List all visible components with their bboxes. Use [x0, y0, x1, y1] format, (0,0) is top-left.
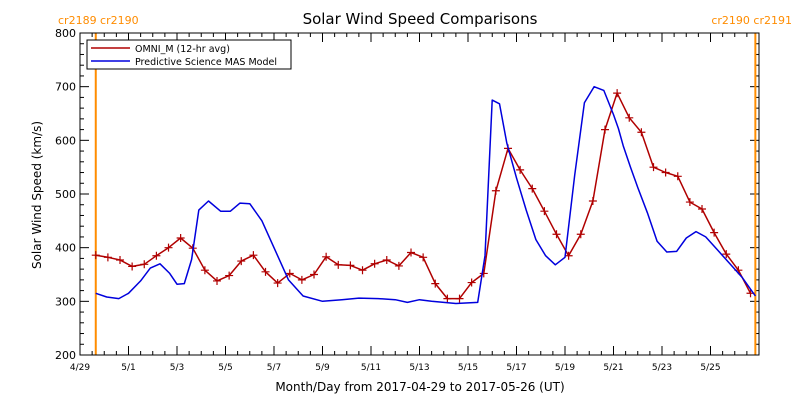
y-tick-label: 200: [55, 349, 76, 362]
data-point-omni: [455, 294, 464, 303]
data-point-omni: [297, 275, 306, 284]
x-tick-label: 5/9: [315, 363, 330, 373]
x-tick-label: 4/29: [70, 363, 90, 373]
data-point-omni: [237, 257, 246, 266]
data-point-omni: [310, 270, 319, 279]
x-tick-label: 5/21: [603, 363, 623, 373]
data-point-omni: [394, 261, 403, 270]
data-point-omni: [152, 251, 161, 260]
y-tick-label: 400: [55, 242, 76, 255]
data-point-omni: [491, 186, 500, 195]
x-tick-label: 5/13: [409, 363, 429, 373]
data-point-omni: [103, 253, 112, 262]
data-point-omni: [479, 269, 488, 278]
data-point-omni: [164, 243, 173, 252]
data-point-omni: [625, 113, 634, 122]
legend-box: [86, 39, 292, 70]
legend-label-omni: OMNI_M (12-hr avg): [135, 44, 230, 55]
data-point-omni: [285, 269, 294, 278]
data-point-omni: [601, 125, 610, 134]
data-point-omni: [261, 267, 270, 276]
data-point-omni: [407, 248, 416, 257]
data-point-omni: [649, 163, 658, 172]
data-point-omni: [431, 279, 440, 288]
data-point-omni: [225, 271, 234, 280]
data-point-omni: [382, 256, 391, 265]
y-tick-label: 500: [55, 188, 76, 201]
data-point-omni: [564, 251, 573, 260]
data-point-omni: [273, 279, 282, 288]
data-point-omni: [467, 278, 476, 287]
data-point-omni: [213, 276, 222, 285]
data-point-omni: [673, 172, 682, 181]
data-point-omni: [322, 252, 331, 261]
data-point-omni: [91, 251, 100, 260]
data-point-omni: [722, 250, 731, 259]
data-point-omni: [249, 251, 258, 260]
plot-frame: [79, 32, 760, 356]
y-tick-label: 800: [55, 27, 76, 40]
data-point-omni: [698, 205, 707, 214]
data-point-omni: [661, 168, 670, 177]
y-tick-label: 700: [55, 81, 76, 94]
y-axis-label: Solar Wind Speed (km/s): [30, 121, 44, 269]
data-point-omni: [710, 228, 719, 237]
data-point-omni: [346, 261, 355, 270]
data-point-omni: [516, 165, 525, 174]
rotation-boundaries: [94, 33, 757, 355]
data-point-omni: [176, 234, 185, 243]
data-point-omni: [334, 260, 343, 269]
x-tick-label: 5/1: [121, 363, 135, 373]
rotation-label-right: cr2190 cr2191: [711, 14, 792, 27]
data-point-omni: [685, 198, 694, 207]
data-point-omni: [588, 196, 597, 205]
data-point-omni: [637, 128, 646, 137]
data-point-omni: [540, 207, 549, 216]
x-tick-label: 5/3: [170, 363, 184, 373]
data-point-omni: [358, 266, 367, 275]
data-point-omni: [116, 256, 125, 265]
x-tick-label: 5/25: [700, 363, 720, 373]
x-tick-label: 5/17: [506, 363, 526, 373]
series-line-mas: [95, 85, 757, 305]
y-tick-label: 600: [55, 134, 76, 147]
x-axis-label: Month/Day from 2017-04-29 to 2017-05-26 …: [275, 380, 564, 394]
rotation-label-left: cr2189 cr2190: [58, 14, 139, 27]
x-tick-label: 5/15: [458, 363, 478, 373]
y-tick-label: 300: [55, 295, 76, 308]
x-tick-label: 5/7: [267, 363, 281, 373]
series-layer: [91, 85, 757, 305]
data-point-omni: [140, 260, 149, 269]
x-tick-label: 5/23: [652, 363, 672, 373]
data-point-omni: [552, 230, 561, 239]
legend: OMNI_M (12-hr avg) Predictive Science MA…: [86, 39, 292, 70]
data-point-omni: [128, 262, 137, 271]
data-point-omni: [576, 230, 585, 239]
legend-label-mas: Predictive Science MAS Model: [135, 57, 277, 68]
x-tick-label: 5/11: [361, 363, 381, 373]
x-tick-label: 5/19: [555, 363, 575, 373]
data-point-omni: [370, 259, 379, 268]
x-tick-label: 5/5: [218, 363, 232, 373]
chart-title: Solar Wind Speed Comparisons: [303, 10, 538, 28]
data-point-omni: [528, 184, 537, 193]
data-point-omni: [419, 253, 428, 262]
data-point-omni: [443, 294, 452, 303]
data-point-omni: [200, 266, 209, 275]
data-point-omni: [613, 89, 622, 98]
